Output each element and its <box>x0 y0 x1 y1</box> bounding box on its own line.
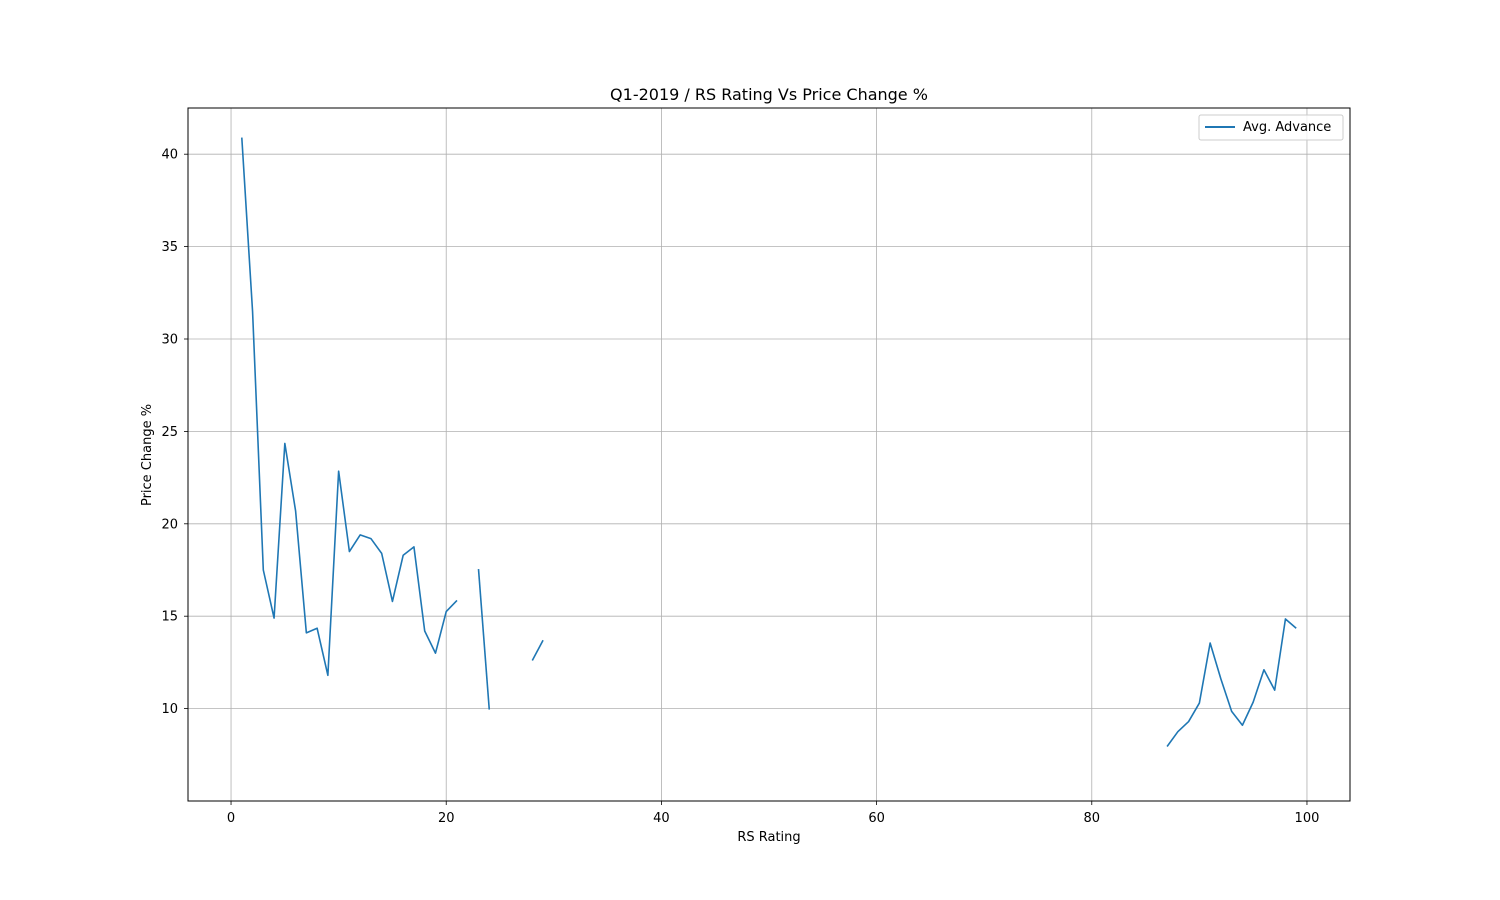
y-axis-ticks: 10 15 20 25 30 35 40 <box>161 148 188 717</box>
y-tick-label: 25 <box>161 425 178 440</box>
y-tick-label: 20 <box>161 517 178 532</box>
x-tick-label: 40 <box>653 811 670 826</box>
legend-label: Avg. Advance <box>1243 120 1331 135</box>
plot-frame <box>187 107 1351 802</box>
series-line-segment <box>241 137 458 677</box>
x-tick-label: 80 <box>1084 811 1101 826</box>
y-tick-label: 30 <box>161 333 178 348</box>
series-line-segment <box>477 569 491 710</box>
grid <box>188 108 1350 801</box>
x-axis-label: RS Rating <box>737 830 800 845</box>
x-axis-ticks: 0 20 40 60 80 100 <box>227 801 1319 826</box>
legend: Avg. Advance <box>1198 114 1344 141</box>
legend-box <box>1198 114 1344 141</box>
y-axis-label: Price Change % <box>140 404 155 506</box>
series-line-segment <box>531 639 544 661</box>
x-tick-label: 100 <box>1295 811 1320 826</box>
x-tick-label: 0 <box>227 811 235 826</box>
x-tick-label: 20 <box>438 811 455 826</box>
chart-title: Q1-2019 / RS Rating Vs Price Change % <box>610 85 928 104</box>
y-tick-label: 40 <box>161 148 178 163</box>
y-tick-label: 35 <box>161 240 178 255</box>
series-line-segment <box>1166 618 1297 747</box>
series-layer <box>241 137 1297 747</box>
x-tick-label: 60 <box>868 811 885 826</box>
y-tick-label: 15 <box>161 610 178 625</box>
y-tick-label: 10 <box>161 702 178 717</box>
